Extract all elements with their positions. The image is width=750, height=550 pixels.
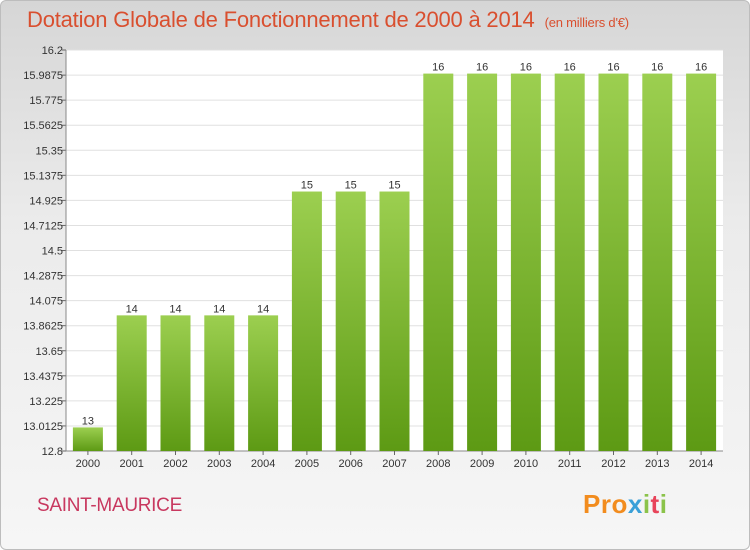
x-tick-label: 2003: [207, 458, 231, 470]
logo-part: Pro: [583, 489, 628, 519]
bar-value-label: 15: [388, 180, 400, 192]
bar: [423, 73, 454, 452]
bar: [598, 73, 629, 452]
bar-value-label: 16: [476, 62, 488, 74]
bar: [248, 315, 279, 451]
x-tick-label: 2010: [514, 458, 538, 470]
x-tick-label: 2002: [163, 458, 187, 470]
y-tick-label: 15.35: [35, 145, 63, 157]
bar: [554, 73, 585, 452]
x-tick-label: 2008: [426, 458, 450, 470]
y-tick-label: 15.9875: [23, 70, 63, 82]
bar: [160, 315, 191, 451]
x-tick-label: 2004: [251, 458, 275, 470]
bar: [335, 191, 366, 451]
bar-value-label: 16: [607, 62, 619, 74]
y-tick-label: 14.925: [29, 195, 63, 207]
bar-value-label: 16: [651, 62, 663, 74]
bar: [72, 427, 103, 451]
logo-part: t: [650, 489, 660, 519]
bar-value-label: 13: [82, 415, 94, 427]
bar-value-label: 15: [301, 180, 313, 192]
x-tick-label: 2012: [601, 458, 625, 470]
title-text: Dotation Globale de Fonctionnement de 20…: [27, 7, 535, 32]
x-tick-label: 2005: [295, 458, 319, 470]
place-name: SAINT-MAURICE: [37, 495, 182, 516]
bar-value-label: 16: [695, 62, 707, 74]
y-tick-label: 15.1375: [23, 170, 63, 182]
y-tick-label: 13.65: [35, 346, 63, 358]
y-tick-label: 14.075: [29, 296, 63, 308]
bar: [467, 73, 498, 452]
bar-value-label: 14: [169, 303, 181, 315]
proxiti-logo: Proxiti: [583, 489, 667, 520]
y-tick-label: 15.775: [29, 95, 63, 107]
bar: [116, 315, 147, 451]
bar: [510, 73, 541, 452]
x-tick-label: 2009: [470, 458, 494, 470]
y-tick-label: 16.2: [42, 45, 63, 57]
y-tick-label: 13.4375: [23, 371, 63, 383]
bar-value-label: 16: [432, 62, 444, 74]
bar-value-label: 16: [564, 62, 576, 74]
logo-part: i: [659, 489, 668, 519]
bar-value-label: 14: [257, 303, 269, 315]
bar-value-label: 15: [345, 180, 357, 192]
y-tick-label: 14.5: [42, 246, 63, 258]
bar-value-label: 14: [213, 303, 225, 315]
bar: [642, 73, 673, 452]
bar-value-label: 14: [126, 303, 138, 315]
bar: [686, 73, 717, 452]
x-tick-label: 2001: [119, 458, 143, 470]
unit-note: (en milliers d'€): [544, 15, 630, 30]
y-tick-label: 13.8625: [23, 321, 63, 333]
x-tick-label: 2000: [76, 458, 100, 470]
y-tick-label: 14.2875: [23, 271, 63, 283]
y-tick-label: 13.0125: [23, 421, 63, 433]
chart-title: Dotation Globale de Fonctionnement de 20…: [27, 7, 629, 33]
x-tick-label: 2014: [689, 458, 713, 470]
bar: [204, 315, 235, 451]
bar: [379, 191, 410, 451]
x-tick-label: 2013: [645, 458, 669, 470]
y-tick-label: 14.7125: [23, 220, 63, 232]
logo-part: i: [642, 489, 651, 519]
x-tick-label: 2007: [382, 458, 406, 470]
x-tick-label: 2006: [338, 458, 362, 470]
logo-part: x: [627, 489, 643, 519]
bar: [291, 191, 322, 451]
x-tick-label: 2011: [558, 458, 582, 470]
y-tick-label: 12.8: [42, 446, 63, 458]
y-tick-label: 15.5625: [23, 120, 63, 132]
bar-value-label: 16: [520, 62, 532, 74]
y-tick-label: 13.225: [29, 396, 63, 408]
